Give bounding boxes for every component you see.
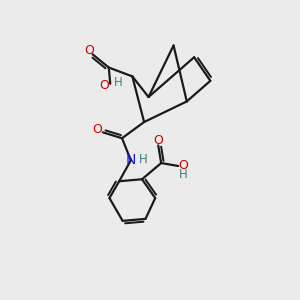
Text: H: H [114,76,123,89]
Text: H: H [179,168,188,181]
Text: O: O [153,134,163,148]
Text: O: O [178,159,188,172]
Text: N: N [126,153,136,167]
Text: O: O [99,79,109,92]
Text: O: O [85,44,94,57]
Text: O: O [93,124,103,136]
Text: H: H [139,153,148,166]
